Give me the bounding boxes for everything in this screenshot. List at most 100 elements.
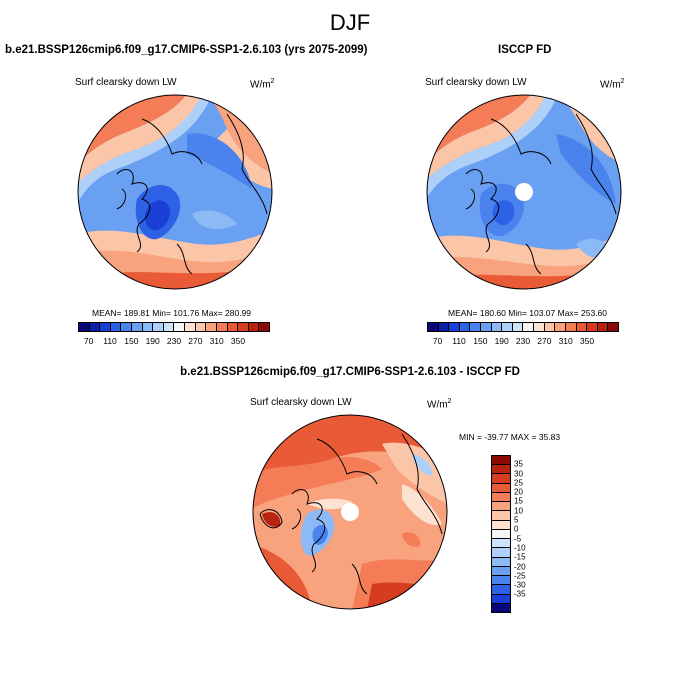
colorbar-swatch [492, 465, 510, 475]
panel2-variable-label: Surf clearsky down LW [425, 77, 527, 88]
panel2-units: W/m2 [600, 78, 625, 91]
colorbar-tick-label: 70 [83, 336, 94, 346]
panel3-map [252, 414, 448, 610]
panel3-title: b.e21.BSSP126cmip6.f09_g17.CMIP6-SSP1-2.… [180, 366, 520, 378]
colorbar-tick-label: 0 [514, 524, 519, 534]
colorbar-tick-label: -5 [514, 534, 522, 544]
panel3-colorbar [491, 455, 511, 613]
colorbar-swatch [555, 323, 566, 331]
panel1-colorbar [78, 322, 270, 332]
colorbar-swatch [587, 323, 598, 331]
colorbar-tick-label: -20 [514, 562, 526, 572]
panel3-units: W/m2 [427, 398, 452, 411]
colorbar-swatch [492, 492, 510, 503]
panel3-variable-label: Surf clearsky down LW [250, 397, 352, 408]
colorbar-swatch [142, 323, 154, 331]
figure-title: DJF [329, 10, 371, 35]
colorbar-swatch [206, 323, 217, 331]
colorbar-swatch [492, 576, 510, 586]
colorbar-swatch [121, 323, 133, 331]
colorbar-swatch [153, 323, 164, 331]
colorbar-tick-label: 20 [514, 487, 523, 497]
colorbar-swatch [248, 323, 260, 331]
colorbar-tick-label: 310 [209, 336, 224, 346]
colorbar-tick-label: 150 [473, 336, 488, 346]
colorbar-tick-label: 310 [558, 336, 573, 346]
colorbar-tick-label: 5 [514, 515, 519, 525]
colorbar-swatch [492, 548, 510, 558]
panel3-colorbar-labels: 35 30 25 20 15 10 5 0 -5 -10 -15 -20 -25 -30 -35 [514, 455, 544, 613]
colorbar-swatch [512, 323, 524, 331]
colorbar-tick-label: 110 [452, 336, 466, 346]
colorbar-tick-label: 230 [515, 336, 531, 346]
colorbar-swatch [492, 557, 510, 567]
colorbar-tick-label: 350 [579, 336, 595, 346]
colorbar-swatch [79, 323, 90, 331]
colorbar-tick-label: 350 [230, 336, 246, 346]
panel1-stats: MEAN= 189.81 Min= 101.76 Max= 280.99 [92, 308, 252, 318]
colorbar-tick-label: 25 [514, 478, 523, 488]
panel3-stats: MIN = -39.77 MAX = 35.83 [459, 432, 561, 442]
colorbar-swatch [492, 456, 510, 466]
colorbar-swatch [238, 323, 249, 331]
panel1-variable-label: Surf clearsky down LW [75, 77, 177, 88]
colorbar-swatch [492, 529, 510, 540]
colorbar-swatch [470, 323, 482, 331]
colorbar-swatch [492, 539, 510, 549]
colorbar-tick-label: -10 [514, 543, 526, 553]
colorbar-swatch [492, 511, 510, 521]
colorbar-swatch [132, 323, 143, 331]
colorbar-tick-label: 10 [514, 506, 523, 516]
colorbar-swatch [481, 323, 492, 331]
colorbar-tick-label: 15 [514, 496, 523, 506]
colorbar-swatch [597, 323, 609, 331]
colorbar-swatch [544, 323, 556, 331]
colorbar-swatch [195, 323, 207, 331]
panel2-map [426, 94, 622, 290]
colorbar-swatch [216, 323, 228, 331]
colorbar-swatch [100, 323, 111, 331]
colorbar-swatch [492, 474, 510, 484]
colorbar-swatch [438, 323, 450, 331]
colorbar-swatch [491, 323, 503, 331]
colorbar-swatch [523, 323, 535, 331]
colorbar-swatch [492, 483, 510, 493]
colorbar-swatch [459, 323, 471, 331]
colorbar-swatch [534, 323, 545, 331]
colorbar-swatch [502, 323, 513, 331]
colorbar-tick-label: 270 [188, 336, 203, 346]
panel2-colorbar-labels: 70 110 150 190 230 270 310 350 [427, 336, 619, 348]
colorbar-tick-label: -35 [514, 589, 526, 599]
panel1-units: W/m2 [250, 78, 275, 91]
colorbar-swatch [492, 585, 510, 595]
colorbar-tick-label: -15 [514, 552, 526, 562]
colorbar-tick-label: 230 [166, 336, 182, 346]
panel1-title: b.e21.BSSP126cmip6.f09_g17.CMIP6-SSP1-2.… [5, 44, 368, 56]
colorbar-swatch [565, 323, 577, 331]
colorbar-tick-label: 190 [494, 336, 509, 346]
colorbar-tick-label: 70 [432, 336, 443, 346]
colorbar-swatch [492, 502, 510, 512]
colorbar-tick-label: -30 [514, 580, 526, 590]
panel2-colorbar [427, 322, 619, 332]
colorbar-swatch [449, 323, 460, 331]
colorbar-tick-label: 30 [514, 469, 523, 479]
colorbar-tick-label: -25 [514, 571, 526, 581]
colorbar-swatch [185, 323, 196, 331]
colorbar-swatch [608, 323, 618, 331]
colorbar-swatch [227, 323, 239, 331]
colorbar-swatch [492, 520, 510, 530]
panel2-title: ISCCP FD [498, 44, 552, 56]
colorbar-tick-label: 270 [537, 336, 552, 346]
colorbar-swatch [576, 323, 588, 331]
colorbar-swatch [492, 566, 510, 577]
colorbar-swatch [428, 323, 439, 331]
colorbar-swatch [492, 594, 510, 604]
panel1-map [77, 94, 273, 290]
colorbar-swatch [174, 323, 186, 331]
panel2-stats: MEAN= 180.60 Min= 103.07 Max= 253.60 [448, 308, 608, 318]
colorbar-swatch [259, 323, 269, 331]
colorbar-swatch [110, 323, 122, 331]
colorbar-swatch [492, 603, 510, 612]
colorbar-tick-label: 150 [124, 336, 139, 346]
